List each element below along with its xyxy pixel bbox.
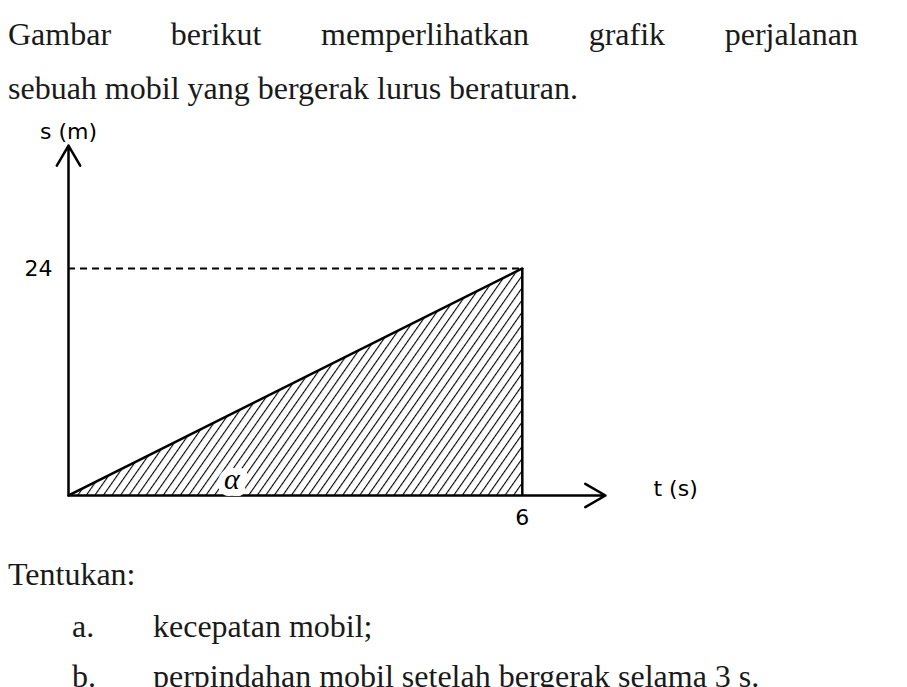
svg-text:6: 6 — [515, 505, 529, 530]
html-text:Tentukan:: Tentukan: — [8, 556, 136, 592]
html-text:Gambar berikut memperlihatkan: Gambar berikut memperlihatkan grafik per… — [8, 16, 858, 52]
html-text:sebuah mobil yang bergerak lur: sebuah mobil yang bergerak lurus beratur… — [8, 70, 578, 106]
svg-text:t (s): t (s) — [654, 476, 698, 501]
html-text:kecepatan mobil;: kecepatan mobil; — [153, 608, 373, 644]
html-text:a.: a. — [72, 608, 95, 644]
svg-text:α: α — [224, 462, 241, 495]
svg-text:24: 24 — [25, 256, 53, 281]
svg-text:s (m): s (m) — [40, 119, 97, 144]
